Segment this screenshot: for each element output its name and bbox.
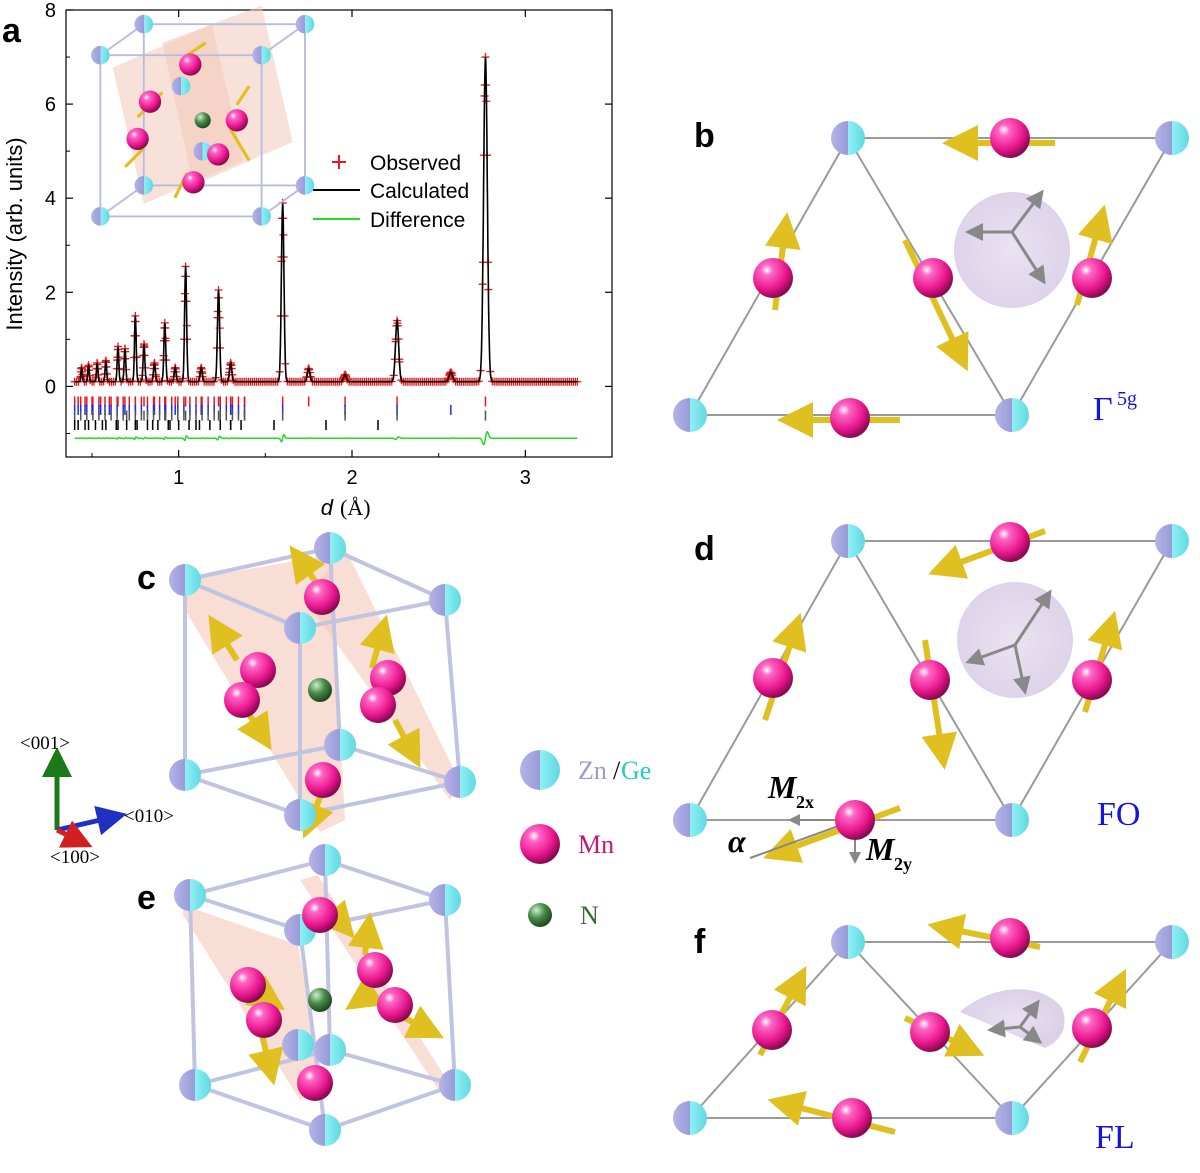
fl-label: FL — [1095, 1119, 1135, 1156]
m2x-subscript: 2x — [796, 792, 814, 812]
diffraction-chart: 1 2 3 0 2 4 6 8 Intensity (arb. units) d (Å) — [2, 0, 613, 520]
zn-ge-atom-icon — [520, 750, 560, 790]
legend-observed-marker — [332, 155, 346, 169]
panel-c-crystal — [169, 532, 476, 839]
legend-observed: Observed — [370, 152, 461, 175]
x-tick-label: 3 — [520, 467, 531, 489]
panel-label-a: a — [2, 12, 22, 50]
legend-slash: / — [613, 756, 621, 785]
atom-legend: Zn / Ge Mn N — [520, 750, 651, 930]
y-tick-label: 4 — [45, 188, 56, 210]
m2y-label: M — [865, 831, 896, 867]
m2y-subscript: 2y — [894, 854, 912, 874]
plot-frame — [65, 9, 613, 458]
x-tick-label: 2 — [346, 467, 357, 489]
reflection-ticks-red — [73, 396, 487, 407]
legend-zn: Zn — [578, 756, 607, 785]
axis-001-label: <001> — [20, 733, 70, 754]
panel-b-lattice — [673, 118, 1189, 438]
axis-ticks: 1 2 3 0 2 4 6 8 — [45, 0, 612, 489]
panel-label-e: e — [137, 879, 156, 917]
spin-disc-b — [954, 192, 1070, 308]
inset-crystal-cell — [91, 5, 315, 226]
alpha-label: α — [728, 823, 747, 859]
mn-atom-icon — [520, 824, 560, 864]
reflection-ticks-black — [73, 420, 379, 431]
legend-ge: Ge — [621, 756, 651, 785]
calculated-series — [74, 57, 578, 383]
fo-label: FO — [1097, 796, 1140, 833]
y-tick-label: 8 — [45, 0, 56, 22]
x-tick-label: 1 — [173, 467, 184, 489]
legend-difference: Difference — [370, 209, 465, 232]
legend-n: N — [580, 901, 599, 930]
reflection-ticks-blue — [73, 404, 452, 415]
y-tick-label: 0 — [45, 376, 56, 398]
y-axis-label: Intensity (arb. units) — [2, 137, 27, 330]
spin-disc-d — [957, 582, 1073, 698]
panel-label-f: f — [694, 923, 706, 961]
panel-f-lattice — [673, 913, 1189, 1138]
n-atom-icon — [528, 903, 552, 927]
panel-label-c: c — [137, 559, 156, 597]
gamma-superscript: 5g — [1117, 388, 1137, 410]
axis-100-arrow — [55, 820, 93, 848]
axes-triad: <001> <010> <100> — [20, 733, 174, 868]
axis-010-label: <010> — [124, 806, 174, 827]
panel-label-b: b — [694, 117, 715, 155]
panel-e-crystal — [174, 844, 471, 1146]
reflection-ticks-gray — [73, 410, 487, 421]
series-layer — [70, 53, 582, 446]
spin-disc-f — [960, 989, 1065, 1048]
panel-label-d: d — [694, 530, 715, 568]
chart-legend: Observed Calculated Difference — [313, 152, 469, 232]
y-tick-label: 6 — [45, 94, 56, 116]
y-tick-label: 2 — [45, 282, 56, 304]
legend-calculated: Calculated — [370, 180, 469, 203]
x-axis-label-unit: (Å) — [340, 495, 371, 520]
m2x-label: M — [767, 769, 798, 805]
axis-100-label: <100> — [50, 847, 100, 868]
panel-d-lattice — [673, 522, 1189, 864]
x-axis-label-italic: d — [321, 495, 334, 520]
gamma-label: Γ — [1093, 391, 1113, 428]
axis-010-arrow — [56, 806, 127, 836]
legend-mn: Mn — [578, 830, 614, 859]
difference-series — [74, 430, 578, 446]
